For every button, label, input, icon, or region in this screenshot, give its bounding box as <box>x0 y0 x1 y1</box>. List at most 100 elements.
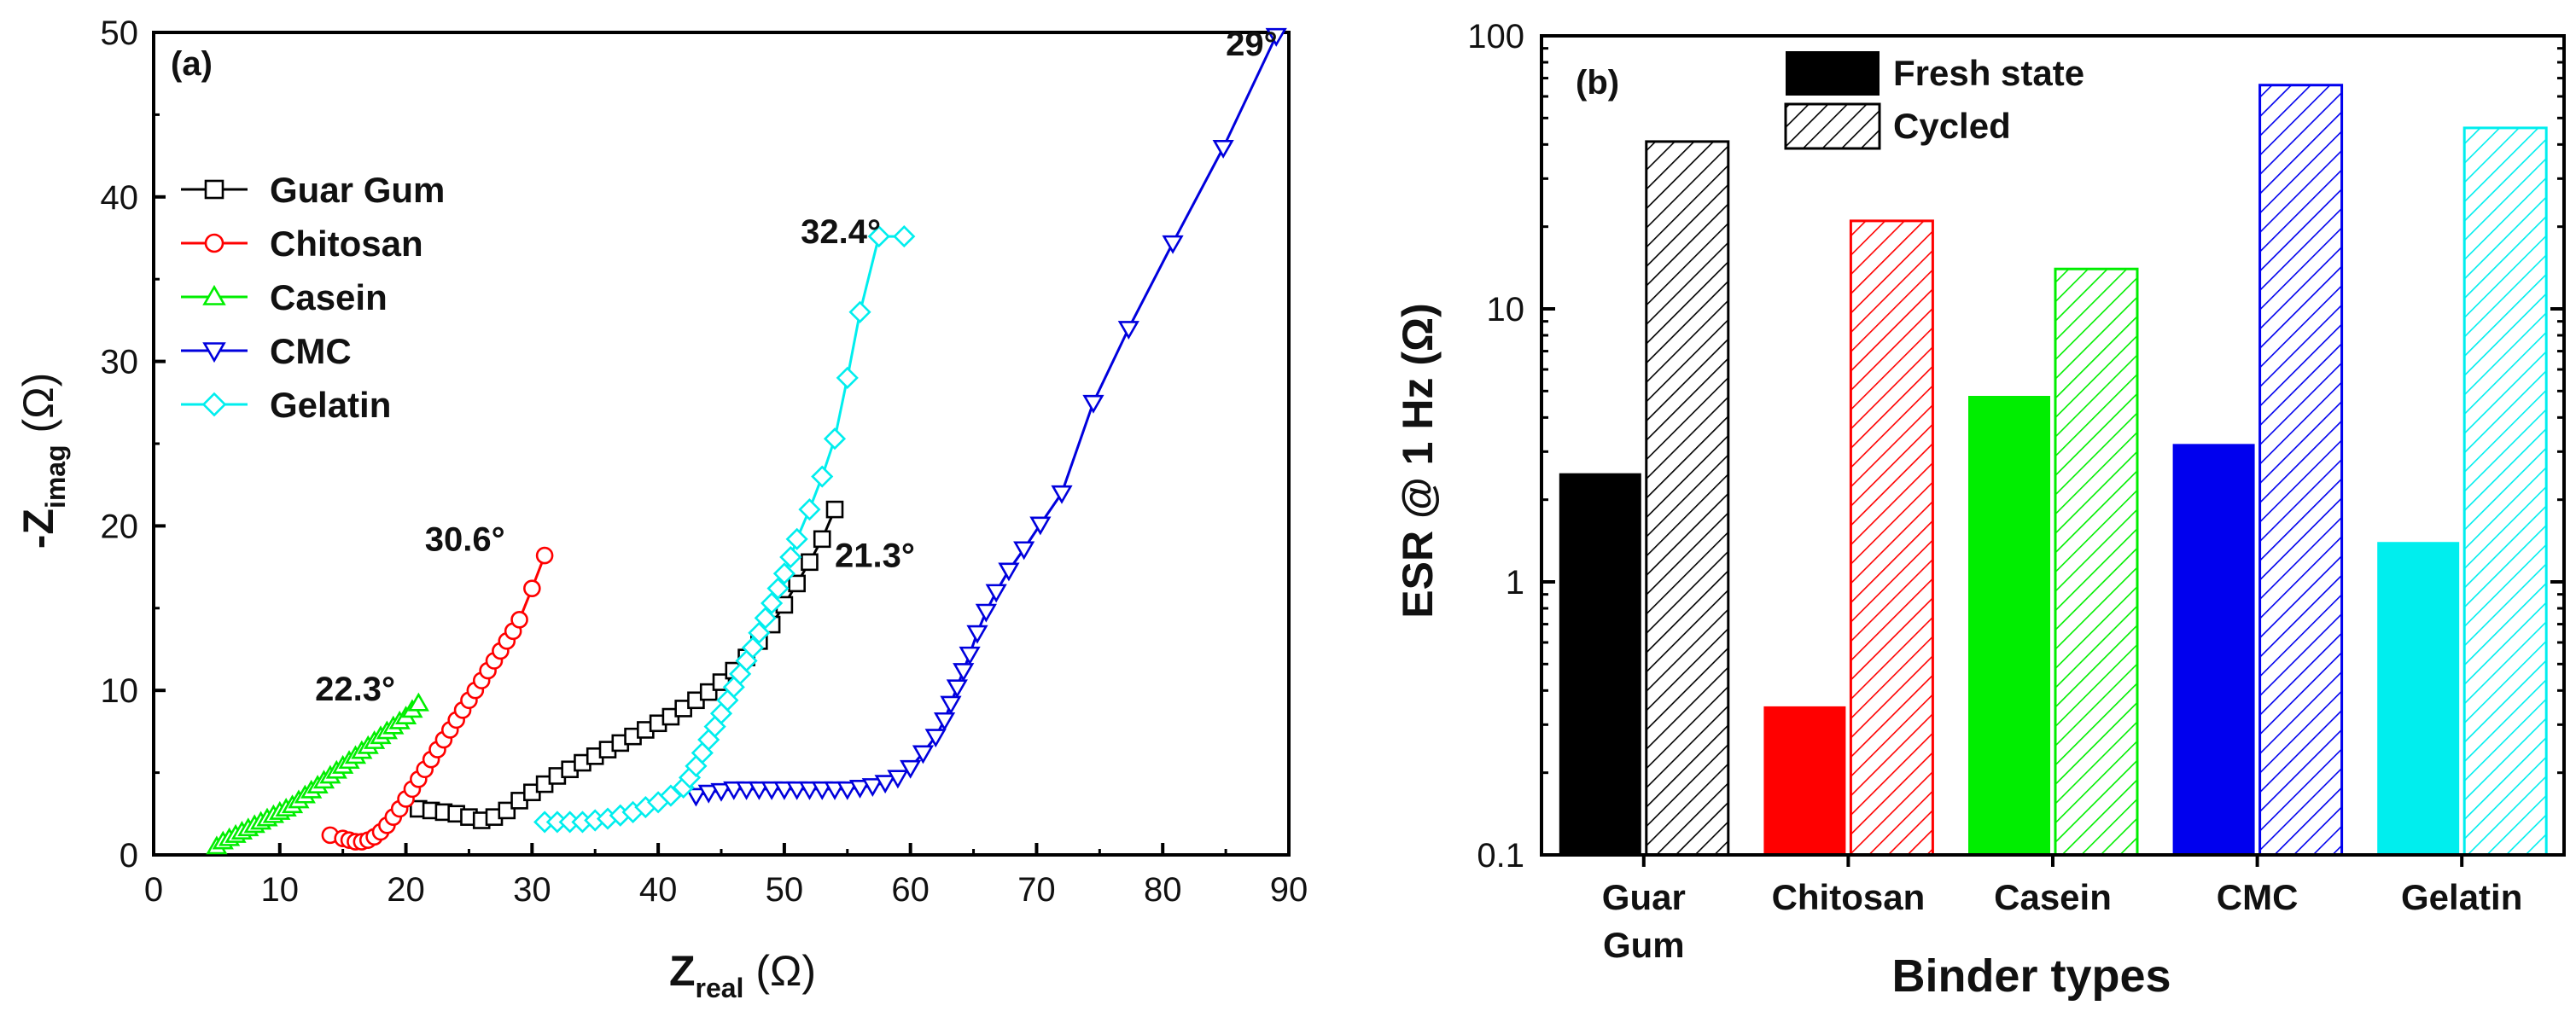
nyquist-x-axis-title: Zreal (Ω) <box>669 947 816 1003</box>
x-tick-label-casein: Casein <box>1994 877 2112 917</box>
data-point <box>761 781 783 800</box>
bar-cycled-guar-gum <box>1645 140 1730 857</box>
data-point <box>811 465 834 488</box>
data-point <box>523 579 541 597</box>
data-point <box>985 584 1007 603</box>
legend-label: Casein <box>270 277 388 317</box>
data-point <box>1082 394 1104 414</box>
data-point <box>824 781 846 800</box>
data-point <box>798 498 821 521</box>
data-point <box>836 366 859 389</box>
data-point <box>893 224 916 248</box>
panel-b-label: (b) <box>1576 64 1619 102</box>
x-tick-label: 10 <box>261 871 300 909</box>
bar-cycled-chitosan <box>1849 219 1934 857</box>
legend-label: CMC <box>270 331 352 371</box>
data-point <box>786 781 808 800</box>
x-tick-label: 30 <box>513 871 551 909</box>
nyquist-series <box>206 27 1287 855</box>
x-tick-label: 20 <box>387 871 425 909</box>
y-tick-label: 20 <box>101 508 139 545</box>
legend-swatch-hatched <box>1784 102 1881 150</box>
data-point <box>861 778 883 797</box>
data-point <box>1051 485 1073 504</box>
data-point <box>779 545 802 569</box>
nyquist-annotations: 29° 32.4° 30.6° 21.3° 22.3° <box>315 26 1277 708</box>
legend-item-fresh-state: Fresh state <box>1786 51 2084 96</box>
data-point <box>748 781 770 800</box>
x-tick-label: 90 <box>1270 871 1308 909</box>
data-point <box>848 780 871 799</box>
data-point <box>766 577 790 600</box>
data-point <box>710 782 732 802</box>
data-point <box>940 695 962 715</box>
data-point <box>741 636 765 660</box>
x-tick-label: 70 <box>1017 871 1056 909</box>
data-point <box>772 562 796 585</box>
esr-bars <box>1559 84 2548 857</box>
data-point <box>1013 541 1035 561</box>
legend-marker <box>202 342 226 363</box>
nyquist-x-ticks: 0 10 20 30 40 50 60 70 80 90 <box>144 843 1308 909</box>
data-point <box>1029 516 1052 536</box>
angle-annotation: 32.4° <box>801 213 881 251</box>
x-tick-label: 0 <box>144 871 163 909</box>
data-point <box>785 527 808 550</box>
legend-marker <box>201 392 227 417</box>
bar-group-casein <box>1968 267 2139 857</box>
bar-fresh-cmc <box>2172 444 2255 855</box>
x-tick-label-chitosan: Chitosan <box>1772 877 1926 917</box>
bar-fresh-chitosan <box>1763 706 1846 855</box>
legend-item-chitosan: Chitosan <box>181 224 423 264</box>
x-tick-label: 60 <box>891 871 930 909</box>
legend-item-cycled: Cycled <box>1784 102 2011 150</box>
esr-x-axis-title: Binder types <box>1891 950 2171 1002</box>
data-point <box>723 781 745 800</box>
data-point <box>761 591 784 615</box>
data-point <box>953 663 975 683</box>
y-tick-label: 30 <box>101 344 139 381</box>
nyquist-y-axis-title: -Zimag (Ω) <box>15 373 71 549</box>
data-point <box>801 553 819 572</box>
angle-annotation: 29° <box>1226 26 1278 63</box>
data-point <box>836 781 859 800</box>
y-tick-label: 40 <box>101 179 139 217</box>
data-point <box>887 770 909 789</box>
bar-fresh-casein <box>1968 396 2050 855</box>
data-point <box>924 729 947 748</box>
data-point <box>975 603 997 623</box>
data-point <box>659 784 682 807</box>
data-point <box>900 759 922 779</box>
legend-item-guar-gum: Guar Gum <box>181 170 445 210</box>
data-point <box>811 781 833 800</box>
y-tick-label: 10 <box>1487 291 1525 328</box>
y-tick-label: 1 <box>1506 564 1524 601</box>
esr-y-ticks: 0.1 1 10 100 <box>1467 18 2564 875</box>
x-tick-label: 40 <box>639 871 678 909</box>
data-point <box>813 530 831 549</box>
y-tick-label: 100 <box>1467 18 1524 55</box>
data-point <box>748 621 771 644</box>
legend-marker <box>202 284 226 305</box>
data-point <box>1212 140 1234 159</box>
data-point <box>912 745 935 764</box>
bar-cycled-gelatin <box>2462 126 2548 857</box>
angle-annotation: 22.3° <box>315 671 395 708</box>
y-tick-label: 0 <box>119 837 138 875</box>
legend-label: Fresh state <box>1893 53 2084 93</box>
esr-x-ticks: Guar Gum Chitosan Casein CMC Gelatin <box>1602 855 2522 965</box>
legend-marker <box>204 179 224 200</box>
x-tick-label: 80 <box>1144 871 1182 909</box>
bar-fresh-guar-gum <box>1559 473 1641 855</box>
data-point <box>773 781 796 800</box>
nyquist-plot: 0 10 20 30 40 50 60 70 80 90 0 10 20 30 40 50 29° 32.4°… <box>15 15 1308 1003</box>
data-point <box>788 574 806 593</box>
data-point <box>823 427 847 450</box>
legend-label: Guar Gum <box>270 170 445 210</box>
data-point <box>825 500 844 519</box>
series-cmc <box>685 27 1287 807</box>
data-point <box>407 692 429 712</box>
data-point <box>959 646 981 665</box>
bar-cycled-cmc <box>2258 84 2344 857</box>
